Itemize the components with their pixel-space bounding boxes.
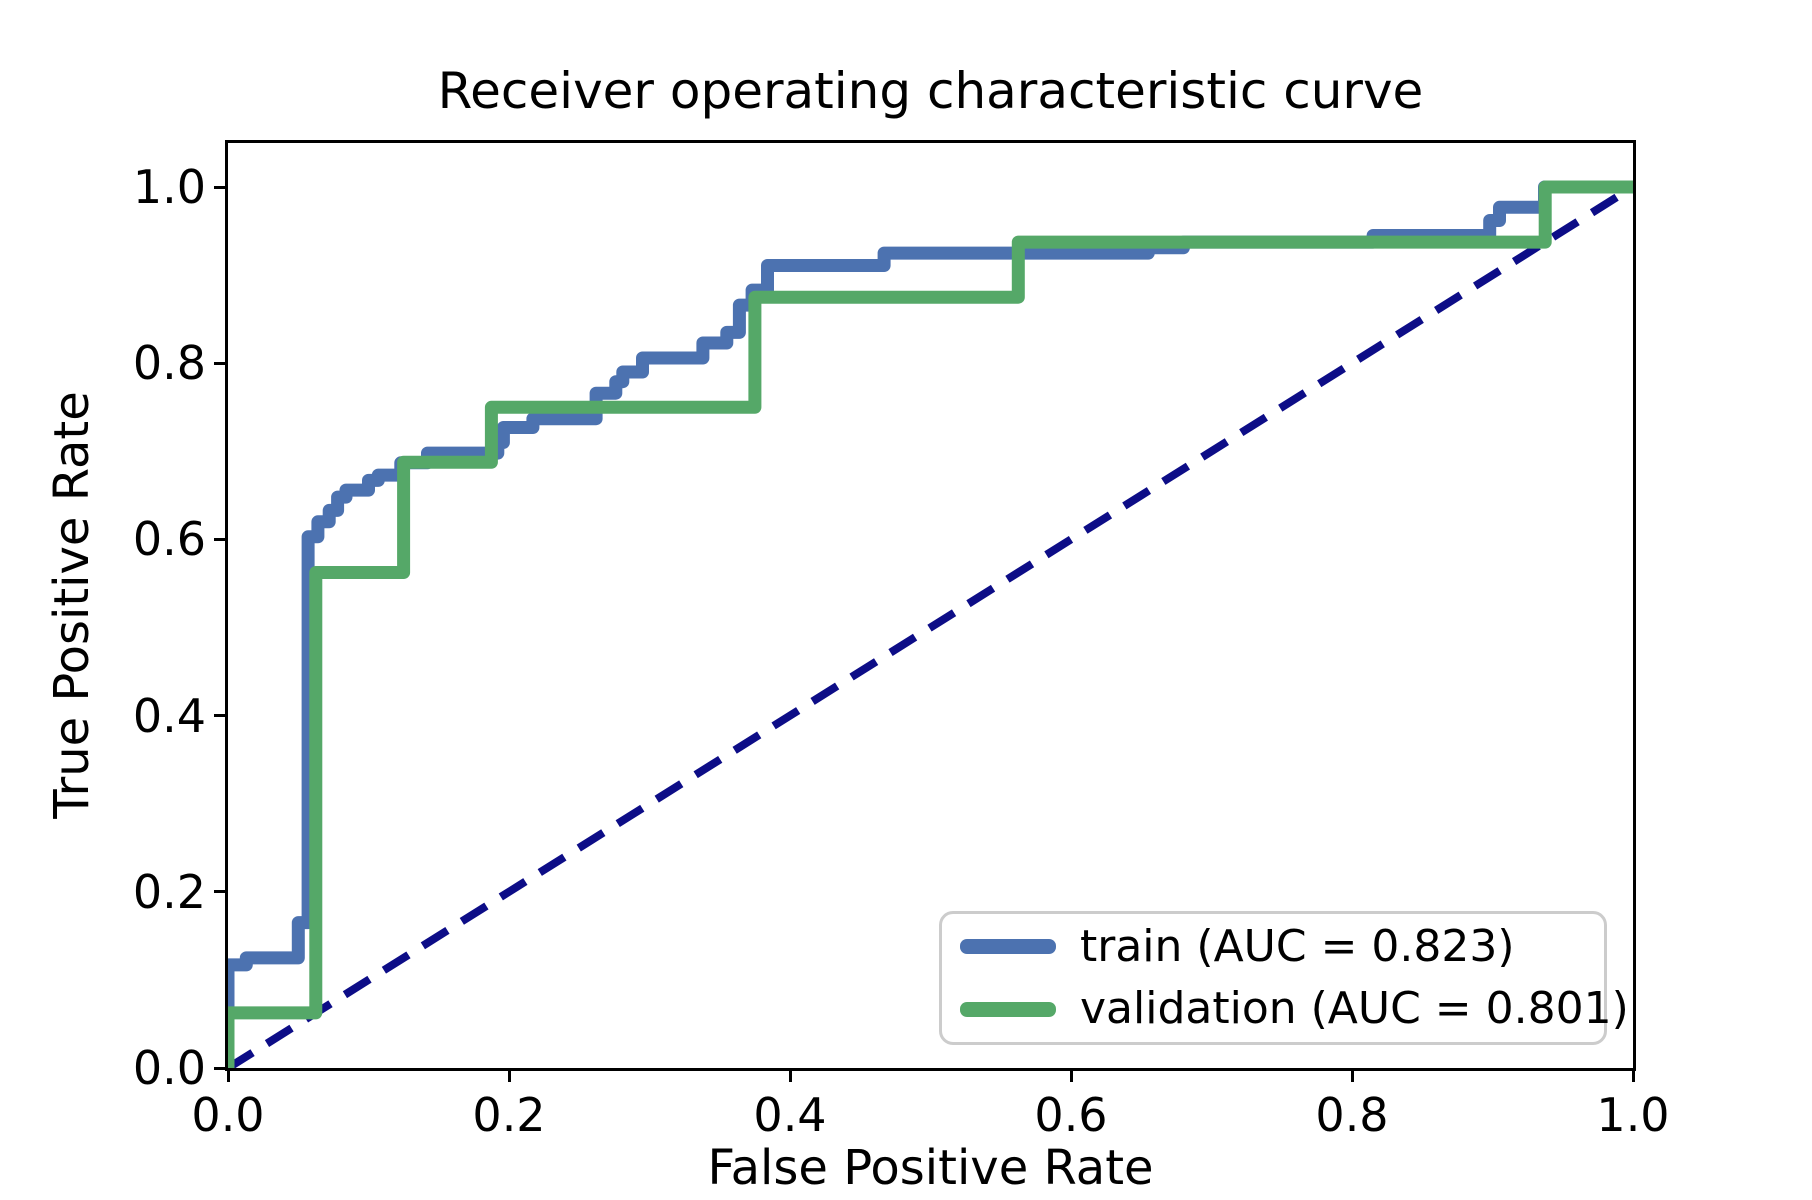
x-axis-tick [507,1068,511,1082]
x-axis-label: False Positive Rate [707,1140,1154,1196]
legend: train (AUC = 0.823) validation (AUC = 0.… [939,911,1629,1045]
x-axis-tick [1069,1068,1073,1082]
legend-label-validation: validation (AUC = 0.801) [1080,983,1629,1034]
y-axis-tick [214,1066,228,1070]
y-axis-tick [214,361,228,365]
legend-item-validation: validation (AUC = 0.801) [960,984,1629,1033]
y-axis-tick-label: 0.6 [132,512,206,567]
x-axis-tick-label: 0.8 [1315,1088,1389,1142]
x-axis-tick-label: 0.0 [191,1088,265,1142]
x-axis-tick-label: 1.0 [1596,1088,1670,1142]
y-axis-tick [214,537,228,541]
y-axis-tick-label: 0.0 [132,1041,206,1095]
validation-curve [228,180,1633,1068]
x-axis-tick-label: 0.6 [1034,1088,1108,1142]
x-axis-tick-label: 0.2 [472,1088,546,1142]
train-line-swatch [960,939,1056,955]
x-axis-tick [788,1068,792,1082]
x-axis-tick [1631,1068,1635,1082]
chart-title: Receiver operating characteristic curve [437,62,1424,120]
y-axis-tick-label: 1.0 [132,160,206,215]
roc-chart-svg [228,180,1633,1068]
legend-label-train: train (AUC = 0.823) [1080,920,1515,972]
y-axis-tick [214,714,228,718]
y-axis-label: True Positive Rate [44,391,100,819]
x-axis-tick-label: 0.4 [753,1088,827,1142]
legend-item-train: train (AUC = 0.823) [960,920,1586,972]
y-axis-tick [214,890,228,894]
y-axis-tick-label: 0.4 [132,688,206,743]
plot-area [225,140,1636,1071]
x-axis-tick [1350,1068,1354,1082]
y-axis-tick-label: 0.2 [132,864,206,919]
y-axis-tick-label: 0.8 [132,336,206,391]
x-axis-tick [226,1068,230,1082]
chance-line [228,183,1633,1068]
validation-line-swatch [960,1001,1056,1017]
y-axis-tick [214,185,228,189]
